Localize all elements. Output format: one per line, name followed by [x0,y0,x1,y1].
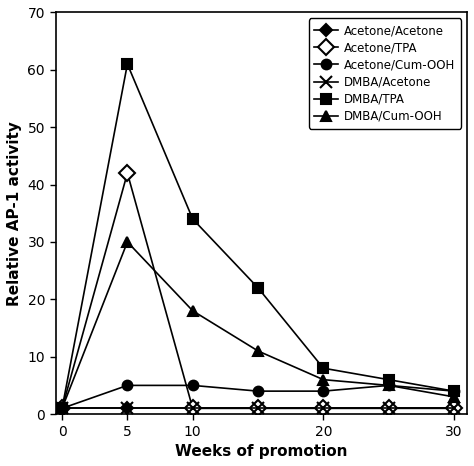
DMBA/TPA [125,62,130,67]
DMBA/Acetone [386,405,392,411]
Acetone/Cum-OOH [125,383,130,388]
DMBA/Acetone [59,405,65,411]
Acetone/TPA [451,405,457,411]
Acetone/TPA [190,405,196,411]
DMBA/Cum-OOH [125,239,130,245]
Line: DMBA/Acetone: DMBA/Acetone [56,403,460,414]
Y-axis label: Relative AP-1 activity: Relative AP-1 activity [7,121,22,306]
Acetone/Acetone [59,405,65,411]
Acetone/Acetone [451,405,457,411]
DMBA/Cum-OOH [320,377,326,383]
Acetone/Cum-OOH [255,388,261,394]
Acetone/Acetone [125,405,130,411]
Line: Acetone/Acetone: Acetone/Acetone [58,404,458,412]
DMBA/Acetone [451,405,457,411]
Acetone/Cum-OOH [59,405,65,411]
Line: DMBA/TPA: DMBA/TPA [57,59,459,413]
Line: Acetone/TPA: Acetone/TPA [56,168,460,414]
Acetone/Acetone [255,405,261,411]
DMBA/Acetone [190,405,196,411]
Acetone/TPA [125,170,130,176]
DMBA/Acetone [125,405,130,411]
DMBA/Cum-OOH [190,308,196,314]
DMBA/Cum-OOH [59,405,65,411]
Legend: Acetone/Acetone, Acetone/TPA, Acetone/Cum-OOH, DMBA/Acetone, DMBA/TPA, DMBA/Cum-: Acetone/Acetone, Acetone/TPA, Acetone/Cu… [309,18,461,129]
Line: DMBA/Cum-OOH: DMBA/Cum-OOH [57,237,459,413]
Acetone/Acetone [190,405,196,411]
Acetone/Cum-OOH [451,388,457,394]
Acetone/TPA [386,405,392,411]
DMBA/TPA [451,388,457,394]
X-axis label: Weeks of promotion: Weeks of promotion [175,444,347,459]
DMBA/Acetone [255,405,261,411]
Acetone/TPA [320,405,326,411]
Acetone/Cum-OOH [320,388,326,394]
Acetone/Cum-OOH [386,383,392,388]
Acetone/Cum-OOH [190,383,196,388]
Line: Acetone/Cum-OOH: Acetone/Cum-OOH [57,381,459,413]
Acetone/Acetone [320,405,326,411]
DMBA/Cum-OOH [386,383,392,388]
DMBA/TPA [386,377,392,383]
Acetone/TPA [59,405,65,411]
DMBA/TPA [255,285,261,291]
Acetone/TPA [255,405,261,411]
DMBA/TPA [320,365,326,371]
DMBA/TPA [59,405,65,411]
DMBA/Cum-OOH [451,394,457,400]
DMBA/Acetone [320,405,326,411]
DMBA/Cum-OOH [255,348,261,354]
DMBA/TPA [190,216,196,222]
Acetone/Acetone [386,405,392,411]
